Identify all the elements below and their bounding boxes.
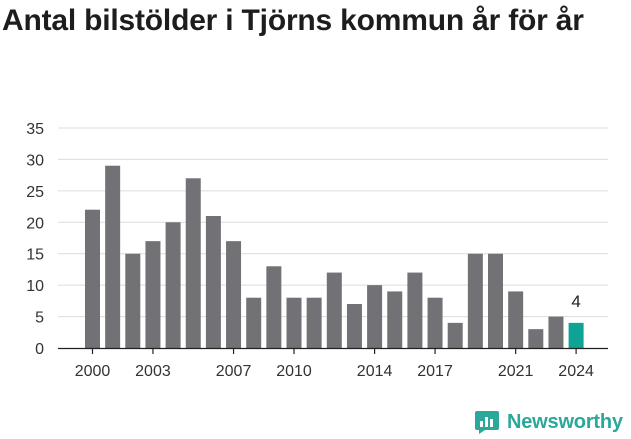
y-tick-label: 35 <box>26 121 44 138</box>
y-tick-label: 20 <box>26 215 44 232</box>
bar-2009 <box>266 266 282 348</box>
bar-2000 <box>85 209 100 348</box>
y-tick-label: 30 <box>26 152 44 169</box>
bar-2002 <box>125 253 141 348</box>
bar-2014 <box>367 285 383 348</box>
bar-2006 <box>205 216 221 348</box>
x-tick-label: 2024 <box>558 363 594 380</box>
x-tick-label: 2000 <box>75 363 111 380</box>
x-tick-label: 2003 <box>135 363 171 380</box>
bars <box>85 165 584 348</box>
bar-2010 <box>286 297 302 348</box>
y-axis-labels: 0 5 10 15 20 25 30 35 <box>26 121 44 358</box>
y-tick-label: 10 <box>26 278 44 295</box>
bar-2024 <box>568 322 584 348</box>
x-axis: 2000 2003 2007 2010 2014 2017 2021 2024 <box>58 347 608 380</box>
y-tick-label: 0 <box>35 341 44 358</box>
brand-logo: Newsworthy <box>474 406 623 438</box>
bar-2007 <box>226 241 242 348</box>
bar-2001 <box>105 165 121 348</box>
x-tick-label: 2021 <box>498 363 534 380</box>
bar-2020 <box>488 253 503 348</box>
bar-2008 <box>246 297 262 348</box>
x-tick-label: 2007 <box>216 363 252 380</box>
annotations: 4 <box>571 292 580 311</box>
x-tick-label: 2010 <box>276 363 312 380</box>
bar-2017 <box>427 297 443 348</box>
x-tick-label: 2014 <box>357 363 393 380</box>
newsworthy-logo-icon <box>475 411 499 434</box>
brand-name: Newsworthy <box>507 410 623 433</box>
y-tick-label: 15 <box>26 247 44 264</box>
bar-2004 <box>165 222 181 348</box>
chart-title: Antal bilstölder i Tjörns kommun år för … <box>2 4 584 37</box>
bar-2012 <box>326 272 342 348</box>
bar-2023 <box>548 316 564 348</box>
data-label: 4 <box>571 292 580 311</box>
bar-2018 <box>447 322 463 348</box>
bar-2015 <box>387 291 403 348</box>
bar-2019 <box>467 253 483 348</box>
bar-2005 <box>185 178 201 348</box>
bar-2016 <box>407 272 423 348</box>
bar-2011 <box>306 297 322 348</box>
bar-2003 <box>145 241 161 348</box>
bar-2022 <box>528 329 544 348</box>
y-tick-label: 25 <box>26 184 44 201</box>
x-tick-label: 2017 <box>417 363 453 380</box>
bar-2021 <box>508 291 524 348</box>
y-tick-label: 5 <box>35 310 44 327</box>
bar-2013 <box>346 304 362 348</box>
